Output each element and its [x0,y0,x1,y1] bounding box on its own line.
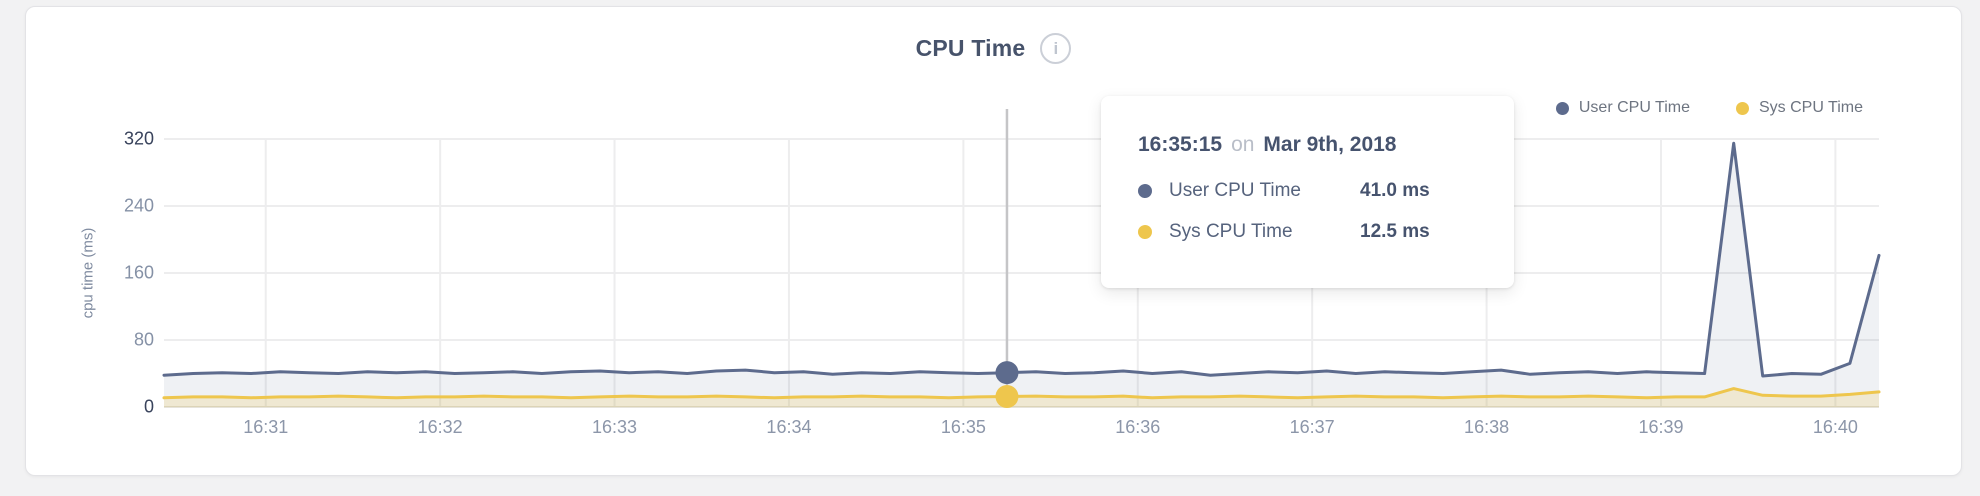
tooltip-row-user: User CPU Time 41.0 ms [1138,170,1514,211]
y-tick-80: 80 [133,329,154,350]
y-axis-tick-labels: 0 80 160 240 320 [26,7,154,475]
tooltip-date: Mar 9th, 2018 [1263,133,1397,156]
cpu-time-line-chart[interactable] [162,101,1881,409]
y-tick-240: 240 [123,195,154,216]
legend-label: User CPU Time [1578,99,1690,116]
legend-label: Sys CPU Time [1758,99,1863,116]
info-icon[interactable]: i [1040,33,1072,64]
user-cpu-time-area [164,143,1879,407]
user-series-dot-icon [1138,183,1152,198]
tooltip-series-label: Sys CPU Time [1169,220,1293,242]
x-tick-16-38: 16:38 [1464,417,1510,437]
x-tick-16-37: 16:37 [1289,417,1335,437]
chart-header: CPU Time i [26,33,1961,64]
x-tick-16-39: 16:39 [1638,417,1684,437]
sys-series-dot-icon [1735,101,1749,115]
legend-item-sys-cpu-time[interactable]: Sys CPU Time [1735,99,1863,117]
tooltip-series-label: User CPU Time [1169,179,1301,201]
y-tick-0: 0 [143,396,154,417]
tooltip-rows: User CPU Time 41.0 ms Sys CPU Time 12.5 … [1138,170,1514,252]
y-tick-320: 320 [123,128,154,149]
chart-legend: User CPU Time Sys CPU Time [1555,99,1863,117]
x-tick-16-40: 16:40 [1812,417,1858,437]
x-tick-16-34: 16:34 [766,417,812,437]
x-tick-16-31: 16:31 [243,417,289,437]
cpu-time-chart-card: CPU Time i User CPU Time Sys CPU Time cp… [25,6,1962,476]
y-tick-160: 160 [123,262,154,283]
tooltip-timestamp: 16:35:15 on Mar 9th, 2018 [1138,133,1514,157]
chart-tooltip: 16:35:15 on Mar 9th, 2018 User CPU Time 41… [1101,96,1514,288]
tooltip-series-value: 12.5 ms [1360,220,1430,242]
tooltip-time: 16:35:15 [1138,133,1223,156]
sys-cpu-time-line [162,387,1881,400]
tooltip-row-sys: Sys CPU Time 12.5 ms [1138,211,1514,252]
sys-series-dot-icon [1138,224,1152,239]
chart-title: CPU Time [915,35,1026,61]
x-tick-16-36: 16:36 [1115,417,1161,437]
x-tick-16-32: 16:32 [417,417,463,437]
tooltip-series-value: 41.0 ms [1360,179,1430,201]
user-series-dot-icon [1555,101,1569,115]
selected-point-user[interactable] [995,361,1019,385]
x-tick-16-35: 16:35 [940,417,986,437]
legend-item-user-cpu-time[interactable]: User CPU Time [1555,99,1690,117]
user-cpu-time-line [162,141,1881,378]
tooltip-connector: on [1231,133,1255,156]
x-tick-16-33: 16:33 [592,417,638,437]
selected-point-sys[interactable] [995,385,1019,409]
